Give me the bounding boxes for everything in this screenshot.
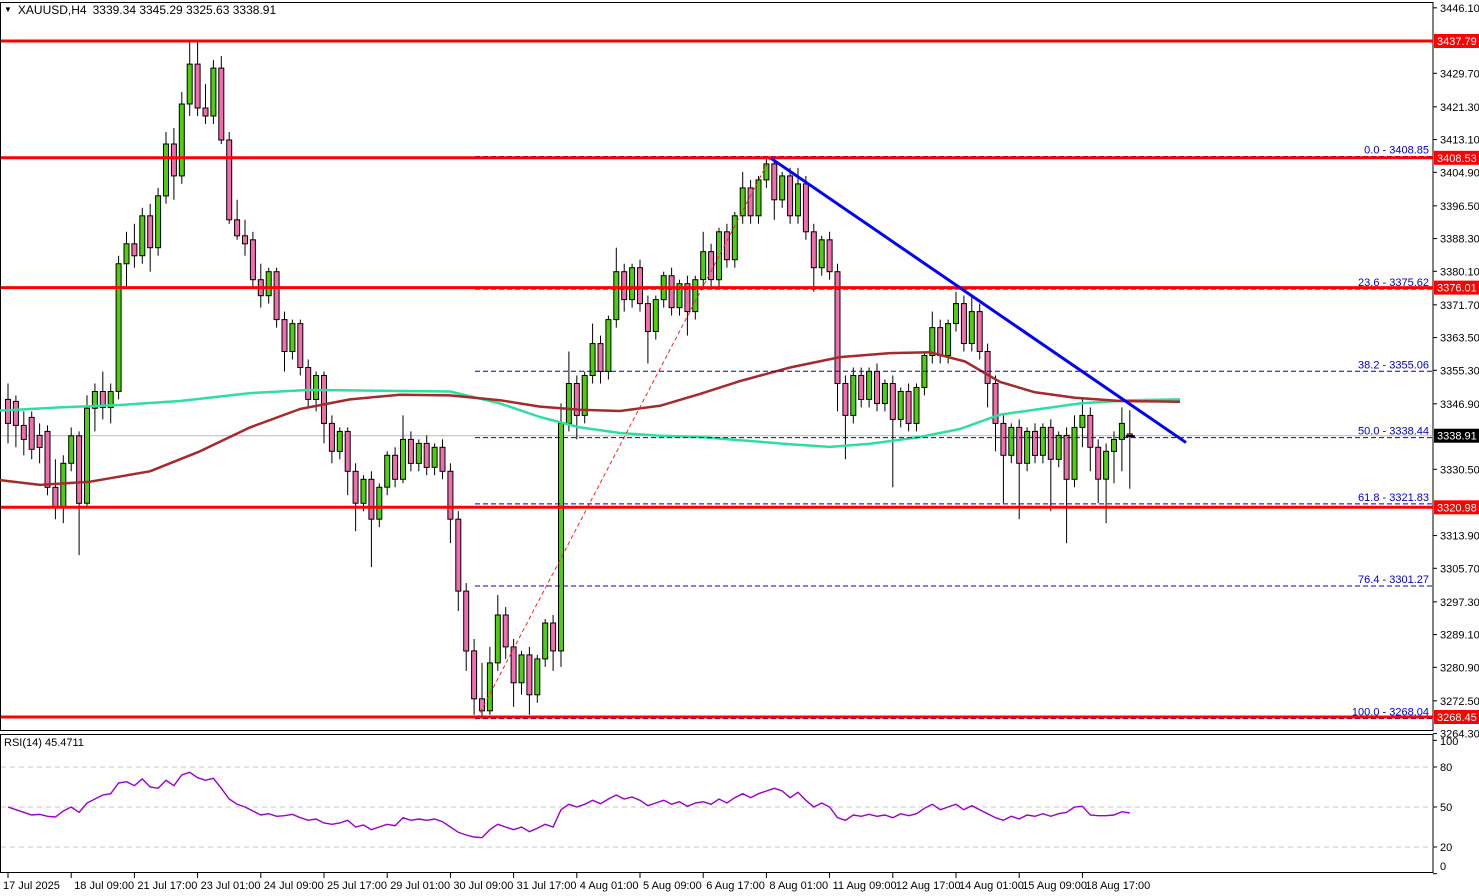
price-level-badge: 3437.79 [1434, 34, 1479, 48]
svg-text:3363.50: 3363.50 [1440, 333, 1479, 345]
svg-text:14 Aug 01:00: 14 Aug 01:00 [959, 880, 1024, 892]
price-level-badge: 3268.45 [1434, 710, 1479, 725]
svg-text:3388.30: 3388.30 [1440, 234, 1479, 246]
rsi-indicator-pane: 100 80 50 20 0 [1, 736, 1458, 875]
svg-text:30 Jul 09:00: 30 Jul 09:00 [453, 880, 513, 892]
svg-text:3380.10: 3380.10 [1440, 266, 1479, 278]
svg-text:17 Jul 2025: 17 Jul 2025 [3, 880, 60, 892]
price-axis: 3446.10 3429.70 3421.30 3413.10 3404.90 3396.… [1433, 3, 1479, 741]
ma-slow-line [0, 351, 1181, 487]
panel-borders [0, 2, 1434, 873]
symbol-dropdown-icon[interactable]: ▼ [4, 5, 12, 14]
svg-text:3272.50: 3272.50 [1440, 696, 1479, 708]
svg-text:3396.50: 3396.50 [1440, 201, 1479, 213]
svg-text:3371.70: 3371.70 [1440, 300, 1479, 312]
svg-text:29 Jul 01:00: 29 Jul 01:00 [390, 880, 450, 892]
svg-text:12 Aug 17:00: 12 Aug 17:00 [896, 880, 961, 892]
rsi-line [7, 771, 1130, 839]
svg-text:3437.79: 3437.79 [1437, 36, 1477, 48]
svg-text:3421.30: 3421.30 [1440, 102, 1479, 114]
svg-text:61.8 - 3321.83: 61.8 - 3321.83 [1358, 492, 1429, 504]
svg-text:3280.90: 3280.90 [1440, 662, 1479, 674]
svg-text:50.0 - 3338.44: 50.0 - 3338.44 [1358, 426, 1429, 438]
svg-text:24 Jul 09:00: 24 Jul 09:00 [264, 880, 324, 892]
symbol-period-label: XAUUSD,H4 [17, 3, 87, 17]
svg-text:3346.90: 3346.90 [1440, 399, 1479, 411]
ohlc-values: 3339.34 3345.29 3325.63 3338.91 [92, 3, 277, 17]
svg-text:15 Aug 09:00: 15 Aug 09:00 [1022, 880, 1087, 892]
svg-text:3320.98: 3320.98 [1437, 502, 1477, 514]
svg-text:18 Jul 09:00: 18 Jul 09:00 [74, 880, 134, 892]
svg-text:8 Aug 01:00: 8 Aug 01:00 [769, 880, 828, 892]
svg-text:3338.91: 3338.91 [1437, 431, 1477, 443]
svg-text:23 Jul 01:00: 23 Jul 01:00 [201, 880, 261, 892]
svg-text:3355.30: 3355.30 [1440, 365, 1479, 377]
svg-text:4 Aug 01:00: 4 Aug 01:00 [580, 880, 639, 892]
svg-text:3408.53: 3408.53 [1437, 153, 1477, 165]
svg-text:3297.30: 3297.30 [1440, 597, 1479, 609]
price-level-badge: 3320.98 [1434, 500, 1479, 515]
price-level-badge: 3408.53 [1434, 150, 1479, 165]
svg-text:11 Aug 09:00: 11 Aug 09:00 [833, 880, 897, 892]
svg-text:3268.45: 3268.45 [1437, 712, 1477, 724]
current-price-badge: 3338.91 [1434, 428, 1479, 443]
svg-text:80: 80 [1440, 762, 1452, 774]
svg-text:6 Aug 17:00: 6 Aug 17:00 [706, 880, 765, 892]
svg-text:76.4 - 3301.27: 76.4 - 3301.27 [1358, 574, 1429, 586]
svg-text:25 Jul 17:00: 25 Jul 17:00 [327, 880, 387, 892]
svg-text:3264.30: 3264.30 [1440, 729, 1479, 741]
chart-title: ▼ XAUUSD,H4 3339.34 3345.29 3325.63 3338… [4, 3, 276, 17]
svg-text:3446.10: 3446.10 [1440, 3, 1479, 15]
price-level-badge: 3376.01 [1434, 280, 1479, 295]
svg-text:3429.70: 3429.70 [1440, 68, 1479, 80]
svg-text:18 Aug 17:00: 18 Aug 17:00 [1085, 880, 1150, 892]
svg-text:0: 0 [1440, 861, 1446, 873]
svg-text:21 Jul 17:00: 21 Jul 17:00 [137, 880, 197, 892]
svg-text:5 Aug 09:00: 5 Aug 09:00 [643, 880, 702, 892]
svg-text:50: 50 [1440, 802, 1452, 814]
time-axis: 17 Jul 2025 18 Jul 09:00 21 Jul 17:00 23 Ju… [3, 873, 1150, 892]
svg-text:0.0 - 3408.85: 0.0 - 3408.85 [1364, 145, 1429, 157]
horizontal-level-lines [1, 39, 1433, 719]
svg-text:3413.10: 3413.10 [1440, 135, 1479, 147]
svg-text:38.2 - 3355.06: 38.2 - 3355.06 [1358, 359, 1429, 371]
svg-text:3313.90: 3313.90 [1440, 531, 1479, 543]
svg-text:3404.90: 3404.90 [1440, 167, 1479, 179]
svg-text:3305.70: 3305.70 [1440, 563, 1479, 575]
svg-text:31 Jul 17:00: 31 Jul 17:00 [517, 880, 577, 892]
svg-text:3289.10: 3289.10 [1440, 630, 1479, 642]
svg-text:100: 100 [1440, 736, 1458, 748]
svg-text:20: 20 [1440, 842, 1452, 854]
svg-text:3330.50: 3330.50 [1440, 464, 1479, 476]
descending-trendline[interactable] [770, 157, 1187, 444]
svg-text:3376.01: 3376.01 [1437, 283, 1477, 295]
candlestick-series [5, 40, 1133, 719]
rsi-indicator-label: RSI(14) 45.4711 [4, 737, 84, 749]
ma-fast-line [0, 388, 1181, 449]
